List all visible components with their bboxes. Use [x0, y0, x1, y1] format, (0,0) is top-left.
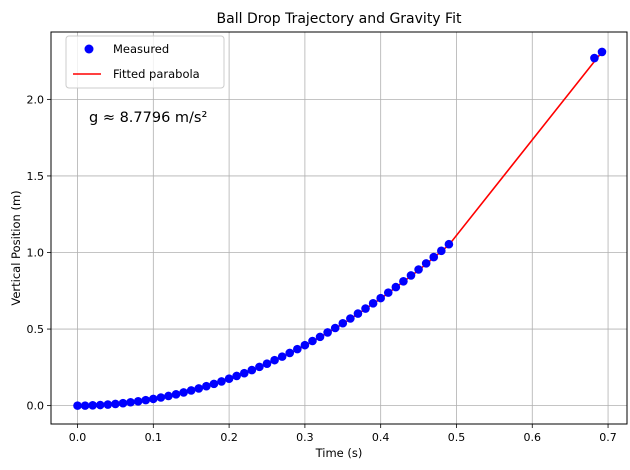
measured-point: [315, 332, 325, 342]
measured-point: [300, 340, 310, 350]
measured-point: [194, 384, 204, 393]
measured-point: [239, 368, 249, 378]
legend-box: [65, 35, 225, 89]
measured-point: [399, 276, 408, 286]
measured-point: [133, 397, 143, 406]
x-tick-label: 0.6: [524, 431, 542, 444]
x-tick-label: 0.3: [296, 431, 314, 444]
measured-point: [421, 259, 431, 268]
chart-title: Ball Drop Trajectory and Gravity Fit: [217, 11, 462, 27]
measured-point: [126, 397, 135, 407]
measured-point: [383, 288, 393, 297]
measured-point: [95, 400, 105, 410]
x-tick-label: 0.0: [69, 431, 87, 444]
measured-point: [247, 365, 257, 375]
measured-point: [285, 348, 295, 358]
measured-point: [186, 386, 196, 395]
measured-point: [118, 398, 128, 408]
measured-point: [80, 401, 90, 410]
measured-point: [308, 336, 317, 346]
measured-point: [293, 344, 302, 354]
measured-point: [217, 377, 226, 386]
measured-markers-group: [73, 47, 607, 410]
y-tick-label: 2.0: [27, 93, 45, 106]
measured-point: [88, 401, 97, 410]
measured-point: [338, 318, 348, 328]
measured-point: [164, 391, 173, 401]
measured-point: [353, 309, 363, 318]
fitted-parabola-line: [77, 51, 603, 408]
measured-point: [179, 388, 188, 397]
x-tick-label: 0.2: [220, 431, 238, 444]
y-tick-label: 1.0: [27, 247, 45, 260]
measured-point: [391, 282, 401, 292]
measured-point: [141, 395, 151, 405]
measured-point: [330, 323, 340, 333]
x-tick-label: 0.5: [448, 431, 466, 444]
measured-point: [270, 355, 279, 365]
x-axis-ticks: 0.0 0.1 0.2 0.3 0.4 0.5 0.6 0.7: [69, 424, 617, 444]
grid: [51, 32, 627, 424]
measured-point: [277, 352, 287, 361]
measured-point: [590, 53, 599, 63]
measured-point: [255, 362, 264, 372]
measured-point: [111, 399, 120, 409]
y-axis-ticks: 0.0 0.5 1.0 1.5 2.0: [27, 93, 51, 413]
y-tick-label: 0.0: [27, 400, 45, 413]
measured-point: [376, 293, 385, 303]
measured-point: [232, 371, 241, 381]
measured-point: [103, 400, 113, 409]
measured-point: [224, 374, 234, 383]
legend: Measured Fitted parabola: [65, 35, 225, 89]
measured-point: [149, 394, 158, 404]
measured-point: [361, 304, 370, 313]
measured-point: [323, 328, 332, 337]
measured-point: [73, 401, 82, 410]
x-tick-label: 0.4: [372, 431, 390, 444]
measured-point: [368, 299, 378, 308]
legend-marker-measured: [84, 44, 94, 54]
x-tick-label: 0.7: [599, 431, 617, 444]
x-tick-label: 0.1: [145, 431, 163, 444]
fitted-line-group: [77, 51, 603, 408]
measured-point: [346, 314, 355, 323]
measured-point: [444, 239, 454, 249]
measured-point: [437, 246, 446, 256]
measured-point: [171, 389, 181, 399]
gravity-annotation: g ≈ 8.7796 m/s²: [89, 110, 207, 126]
measured-point: [429, 252, 439, 262]
measured-point: [262, 359, 272, 368]
measured-point: [406, 271, 416, 280]
measured-point: [156, 393, 166, 402]
measured-point: [414, 265, 423, 274]
plot-frame: [50, 31, 628, 425]
y-tick-label: 0.5: [27, 323, 45, 336]
x-axis-label: Time (s): [315, 446, 363, 460]
y-tick-label: 1.5: [27, 170, 45, 183]
y-axis-label: Vertical Position (m): [9, 190, 23, 305]
measured-point: [209, 379, 219, 389]
legend-label-fitted: Fitted parabola: [113, 67, 200, 81]
legend-label-measured: Measured: [113, 42, 169, 56]
measured-point: [202, 381, 211, 391]
measured-point: [597, 47, 607, 57]
